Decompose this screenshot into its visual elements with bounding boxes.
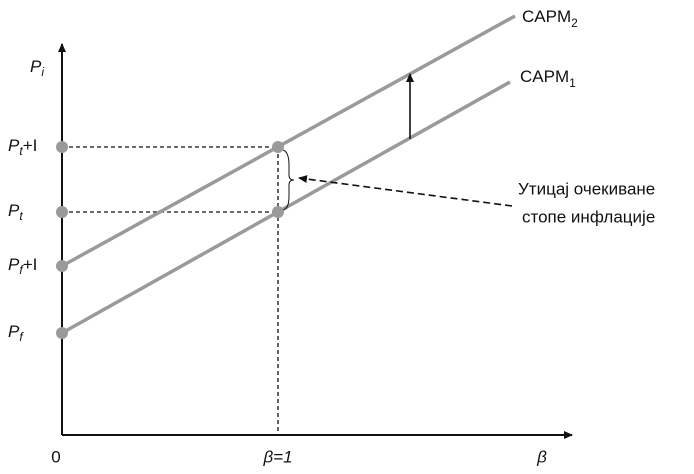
capm1-label: CAPM1 <box>520 67 576 90</box>
level-label: Pf+I <box>8 255 37 277</box>
capm2-line <box>61 14 516 268</box>
brace <box>282 149 295 211</box>
level-label: Pf <box>8 322 24 344</box>
annotation-arrow <box>298 175 513 207</box>
guides <box>62 146 279 435</box>
origin-label: 0 <box>51 447 60 466</box>
y-label: Pi <box>30 57 44 79</box>
capm2-label: CAPM2 <box>522 7 578 30</box>
points <box>56 141 284 339</box>
x-label: β <box>536 447 547 466</box>
level-label: Pt <box>8 201 23 223</box>
level-label: Pt+I <box>8 136 37 158</box>
annotation-line: стопе инфлације <box>522 207 655 226</box>
annotation-line: Утицај очекиване <box>518 179 655 198</box>
capm1-line <box>61 80 511 335</box>
beta-one-label: β=1 <box>262 447 292 466</box>
